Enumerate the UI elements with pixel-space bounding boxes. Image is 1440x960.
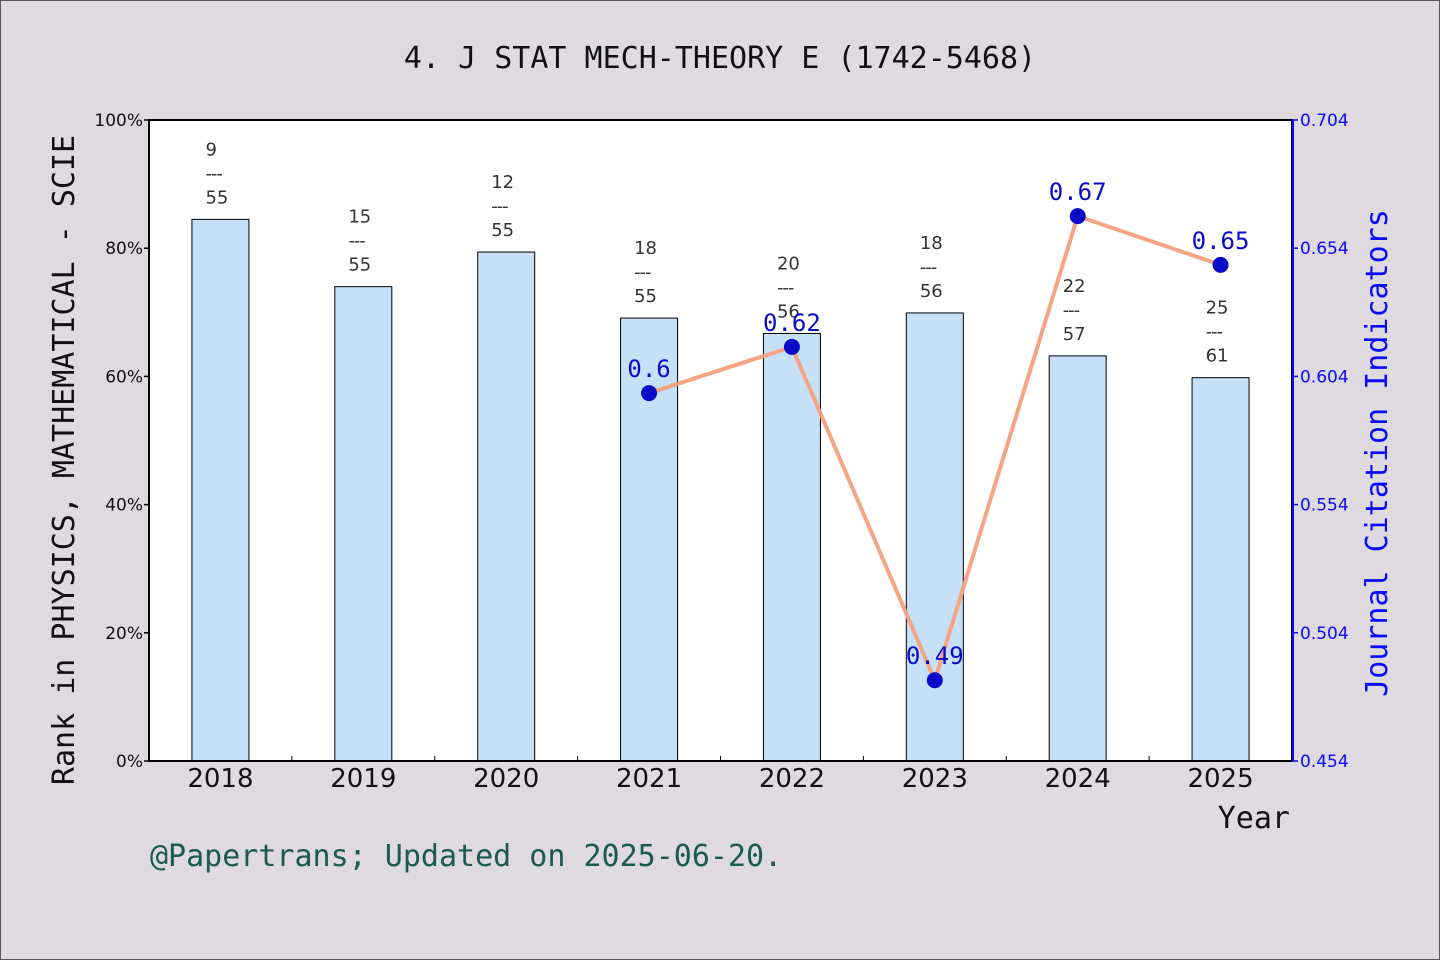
y2-tick-label: 0.504 [1300, 624, 1349, 644]
bar-2025 [1191, 377, 1250, 762]
rank-label-2022: 20 [777, 253, 800, 274]
x-tick-label-2021: 2021 [616, 764, 682, 794]
y-tick-label: 0% [116, 752, 143, 772]
rank-total-2018: 55 [205, 187, 228, 208]
y-tick-label: 60% [105, 367, 143, 387]
rank-total-2024: 57 [1063, 324, 1086, 345]
jci-marker-2022 [783, 338, 800, 355]
rank-separator-2019: --- [348, 231, 365, 252]
y-tick-label: 20% [105, 624, 143, 644]
rank-separator-2022: --- [777, 277, 794, 298]
jci-value-label-2022: 0.62 [763, 309, 821, 337]
jci-value-label-2025: 0.65 [1192, 227, 1250, 255]
x-tick-label-2018: 2018 [187, 764, 253, 794]
bar-2018 [191, 218, 250, 762]
bar-2023 [905, 312, 964, 762]
rank-label-2025: 25 [1206, 298, 1229, 319]
rank-total-2022: 56 [777, 301, 800, 322]
jci-marker-2023 [926, 672, 943, 689]
y2-axis-label: Journal Citation Indicators [1360, 209, 1395, 697]
jci-marker-2024 [1069, 208, 1086, 225]
y2-tick-label: 0.704 [1300, 111, 1349, 131]
rank-total-2020: 55 [491, 220, 514, 241]
rank-separator-2021: --- [634, 262, 651, 283]
rank-total-2025: 61 [1206, 346, 1229, 367]
y2-tick-label: 0.454 [1300, 752, 1349, 772]
rank-separator-2025: --- [1206, 322, 1223, 343]
y2-tick-label: 0.654 [1300, 239, 1349, 259]
rank-separator-2018: --- [205, 163, 222, 184]
bar-2020 [477, 251, 536, 762]
rank-separator-2020: --- [491, 196, 508, 217]
jci-value-label-2023: 0.49 [906, 642, 964, 670]
y-axis-label: Rank in PHYSICS, MATHEMATICAL - SCIE [47, 135, 82, 785]
footer-credit: @Papertrans; Updated on 2025-06-20. [150, 839, 782, 874]
x-tick-label-2019: 2019 [330, 764, 396, 794]
x-tick-label-2024: 2024 [1045, 764, 1111, 794]
rank-separator-2024: --- [1063, 300, 1080, 321]
chart-title: 4. J STAT MECH-THEORY E (1742-5468) [404, 41, 1036, 76]
rank-separator-2023: --- [920, 257, 937, 278]
y2-tick-label: 0.554 [1300, 496, 1349, 516]
jci-marker-2021 [641, 385, 658, 402]
x-tick-label-2023: 2023 [902, 764, 968, 794]
x-axis-label: Year [1218, 801, 1290, 836]
rank-label-2023: 18 [920, 233, 943, 254]
y-tick-label: 100% [94, 111, 143, 131]
y-tick-label: 40% [105, 496, 143, 516]
bar-2024 [1048, 355, 1107, 762]
jci-value-label-2021: 0.6 [627, 355, 670, 383]
x-tick-label-2020: 2020 [473, 764, 539, 794]
rank-total-2019: 55 [348, 255, 371, 276]
bar-2022 [762, 332, 821, 762]
bar-2019 [334, 286, 393, 762]
jci-value-label-2024: 0.67 [1049, 178, 1107, 206]
plot-area [149, 120, 1292, 761]
rank-label-2018: 9 [205, 139, 216, 160]
x-tick-label-2025: 2025 [1187, 764, 1253, 794]
rank-total-2023: 56 [920, 281, 943, 302]
y2-tick-label: 0.604 [1300, 367, 1349, 387]
rank-total-2021: 55 [634, 286, 657, 307]
y-tick-label: 80% [105, 239, 143, 259]
rank-label-2021: 18 [634, 238, 657, 259]
bar-2021 [620, 317, 679, 762]
rank-label-2019: 15 [348, 207, 371, 228]
rank-label-2024: 22 [1063, 276, 1086, 297]
x-tick-label-2022: 2022 [759, 764, 825, 794]
rank-label-2020: 12 [491, 172, 514, 193]
jci-marker-2025 [1212, 256, 1229, 273]
